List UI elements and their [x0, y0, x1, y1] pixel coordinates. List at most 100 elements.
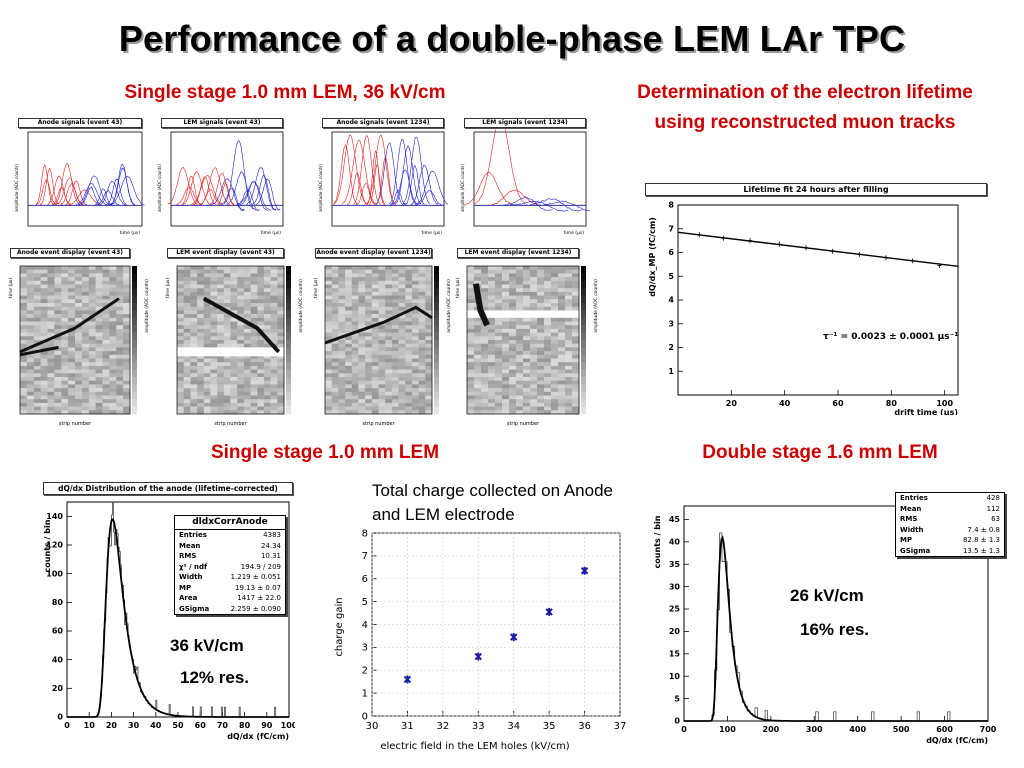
pixel: [54, 347, 62, 352]
pixel: [88, 295, 96, 300]
pixel: [88, 384, 96, 389]
pixel: [391, 328, 399, 333]
pixel: [88, 321, 96, 326]
pixel: [81, 321, 90, 326]
y-tick-label: 1: [362, 688, 368, 699]
y-tick-label: 1: [668, 367, 674, 376]
pixel: [467, 358, 475, 363]
pixel: [358, 306, 366, 311]
x-tick-label: 0: [64, 721, 70, 730]
pixel: [530, 351, 538, 356]
pixel: [551, 266, 559, 270]
pixel: [75, 303, 83, 307]
pixel: [411, 299, 419, 304]
pixel: [338, 306, 346, 311]
pixel: [391, 310, 399, 315]
pixel: [509, 388, 517, 393]
pixel: [68, 288, 76, 293]
pixel: [230, 336, 238, 341]
pixel: [351, 273, 359, 278]
pixel: [190, 303, 198, 307]
pixel: [20, 384, 28, 389]
pixel: [203, 317, 211, 322]
pixel: [243, 288, 251, 293]
pixel: [177, 284, 184, 289]
pixel: [378, 299, 386, 304]
pixel: [33, 288, 41, 293]
pixel: [102, 369, 110, 374]
pixel: [81, 395, 90, 400]
pixel: [75, 295, 83, 300]
pixel: [47, 384, 55, 389]
pixel: [385, 343, 393, 348]
pixel: [371, 288, 379, 293]
pixel: [411, 310, 419, 315]
pixel: [123, 354, 131, 359]
pixel: [516, 347, 524, 352]
pixel: [551, 380, 559, 385]
pixel: [418, 284, 426, 289]
pixel: [88, 369, 96, 374]
pixel: [378, 365, 386, 370]
pixel: [263, 380, 271, 385]
pixel: [495, 399, 503, 404]
pixel: [391, 336, 399, 341]
pixel: [474, 358, 482, 363]
pixel: [516, 362, 524, 367]
pixel: [210, 306, 218, 311]
pixel: [565, 340, 573, 344]
pixel: [102, 391, 110, 396]
pixel: [217, 288, 225, 293]
pixel: [33, 384, 41, 389]
pixel: [197, 288, 205, 293]
pixel: [61, 314, 69, 319]
pixel: [20, 280, 28, 285]
pixel: [263, 295, 271, 300]
pixel: [250, 365, 258, 370]
pixel: [210, 384, 218, 389]
pixel: [523, 273, 531, 278]
pixel: [537, 303, 545, 307]
pixel: [418, 291, 426, 296]
pixel: [54, 395, 62, 400]
pixel: [102, 347, 110, 352]
pixel: [385, 336, 393, 341]
pixel: [371, 325, 379, 330]
pixel: [425, 347, 433, 352]
pixel: [467, 395, 475, 400]
pixel: [270, 365, 278, 370]
stats-box-title: dldxCorrAnode: [175, 516, 285, 530]
signal-panel-title: Anode signals (event 1234): [322, 118, 444, 128]
pixel: [544, 303, 552, 307]
pixel: [47, 399, 55, 404]
pixel: [20, 402, 28, 407]
display-ylabel: time (µs): [8, 278, 14, 299]
pixel: [345, 277, 353, 282]
lifetime-ylabel: dQ/dx_MP (fC/cm): [648, 217, 657, 297]
y-tick-label: 2: [668, 343, 674, 352]
pixel: [88, 343, 96, 348]
pixel: [405, 332, 413, 337]
zscale: [581, 273, 586, 282]
pixel: [516, 410, 524, 415]
pixel: [116, 299, 124, 304]
pixel: [405, 269, 413, 274]
pixel: [351, 321, 359, 326]
pixel: [75, 365, 83, 370]
pixel: [338, 321, 346, 326]
pixel: [516, 284, 524, 289]
pixel: [230, 325, 238, 330]
pixel: [243, 299, 251, 304]
pixel: [565, 351, 573, 356]
pixel: [197, 299, 205, 304]
pixel: [33, 388, 41, 393]
pixel: [277, 410, 285, 415]
pixel: [75, 310, 83, 315]
pixel: [210, 395, 218, 400]
pixel: [230, 365, 238, 370]
pixel: [102, 310, 110, 315]
pixel: [537, 328, 545, 333]
pixel: [257, 336, 265, 341]
pixel: [109, 369, 117, 374]
